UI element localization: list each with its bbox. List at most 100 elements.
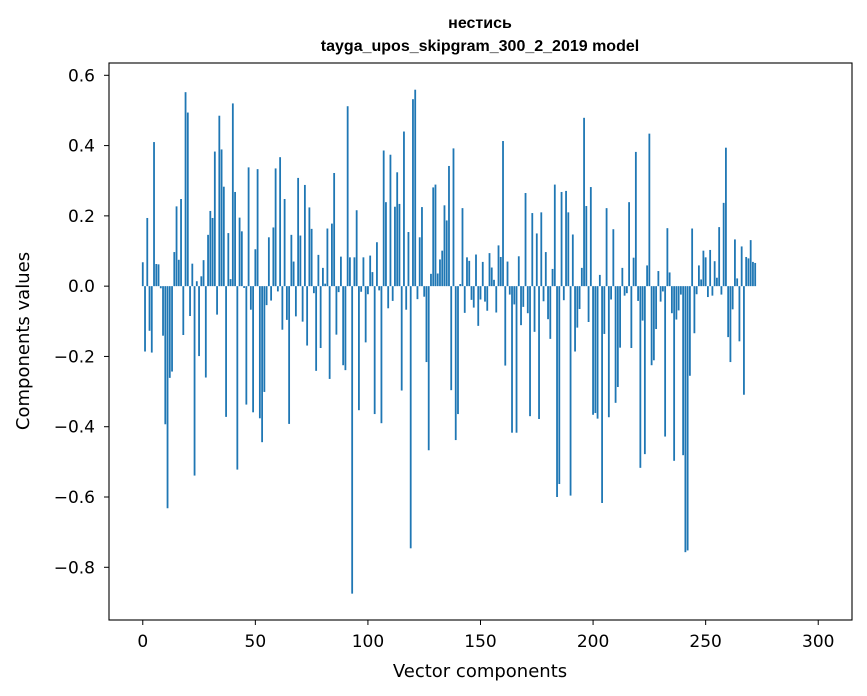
bar xyxy=(524,193,527,287)
bar xyxy=(684,286,687,553)
bar xyxy=(394,206,396,287)
bar xyxy=(697,265,700,287)
bar xyxy=(319,286,322,349)
bar xyxy=(254,249,257,287)
bar xyxy=(146,217,149,287)
bar xyxy=(202,260,205,287)
bar xyxy=(349,257,351,287)
x-tick-label: 0 xyxy=(137,632,148,652)
bar xyxy=(436,273,439,287)
bar xyxy=(454,286,457,441)
bar xyxy=(236,286,239,470)
bar xyxy=(416,286,419,300)
bar xyxy=(716,277,718,287)
bar xyxy=(265,286,268,306)
bar xyxy=(511,286,513,433)
bar xyxy=(585,206,588,287)
bar xyxy=(382,150,385,287)
bar xyxy=(679,286,682,295)
bar xyxy=(533,286,536,332)
bar xyxy=(707,286,709,298)
x-tick-label: 100 xyxy=(352,632,384,652)
bar xyxy=(693,286,696,334)
x-tick-label: 300 xyxy=(802,632,834,652)
x-axis: 0 50 100 150 200 250 300 xyxy=(137,620,834,652)
bar xyxy=(308,207,311,287)
bar xyxy=(330,223,333,287)
bar xyxy=(736,278,739,287)
bar xyxy=(686,286,689,551)
bar xyxy=(340,256,342,287)
bar xyxy=(288,286,291,424)
bar xyxy=(497,245,500,287)
bar xyxy=(556,286,558,498)
bar xyxy=(472,286,475,308)
bar xyxy=(727,286,730,338)
chart-title: нестись xyxy=(448,15,512,32)
bar xyxy=(452,148,455,287)
bar xyxy=(589,187,592,287)
bar xyxy=(270,286,273,301)
bar xyxy=(387,286,390,309)
x-axis-label: Vector components xyxy=(393,661,567,682)
bar xyxy=(448,165,450,287)
bar xyxy=(141,262,144,287)
bar xyxy=(695,286,698,295)
bar xyxy=(380,286,383,424)
bar xyxy=(317,254,320,287)
bar xyxy=(670,286,673,314)
bar xyxy=(155,264,158,287)
bar xyxy=(623,286,626,296)
bar xyxy=(445,220,448,287)
bar xyxy=(159,286,162,289)
bar xyxy=(371,272,374,287)
bar xyxy=(267,237,270,287)
bar xyxy=(425,286,428,363)
bar xyxy=(466,257,468,287)
bar xyxy=(418,237,421,287)
bar xyxy=(450,286,453,391)
bar xyxy=(285,286,288,320)
bar xyxy=(745,256,748,287)
bar xyxy=(607,286,610,418)
bar xyxy=(659,286,662,302)
bar xyxy=(195,281,198,287)
bar xyxy=(691,228,694,287)
bar xyxy=(362,257,365,287)
bar xyxy=(499,256,502,287)
bar xyxy=(477,286,480,326)
bar xyxy=(754,262,757,287)
bar xyxy=(353,257,356,287)
bar xyxy=(576,286,579,328)
bar xyxy=(238,217,241,287)
bar xyxy=(641,286,644,321)
y-axis-label: Components values xyxy=(13,252,34,430)
bar xyxy=(598,274,601,287)
bar xyxy=(547,286,549,320)
bar xyxy=(191,263,194,287)
bar xyxy=(344,286,347,371)
bar xyxy=(328,286,331,379)
bar xyxy=(263,286,266,392)
bar xyxy=(222,186,225,287)
bar xyxy=(551,268,554,287)
bar xyxy=(571,234,574,287)
bar xyxy=(261,286,264,443)
bar xyxy=(421,207,423,287)
bar xyxy=(303,184,306,287)
bar xyxy=(616,286,619,388)
bar xyxy=(668,272,671,287)
bar xyxy=(743,286,745,395)
bar xyxy=(434,184,437,287)
bar xyxy=(682,286,685,456)
bar xyxy=(540,212,543,287)
bar xyxy=(639,286,642,468)
bar xyxy=(400,286,403,391)
bar xyxy=(281,286,284,330)
bar xyxy=(376,242,378,287)
bar xyxy=(490,267,493,287)
bar xyxy=(544,252,547,287)
bar xyxy=(526,286,529,314)
bar xyxy=(231,103,234,287)
bar xyxy=(351,286,354,594)
